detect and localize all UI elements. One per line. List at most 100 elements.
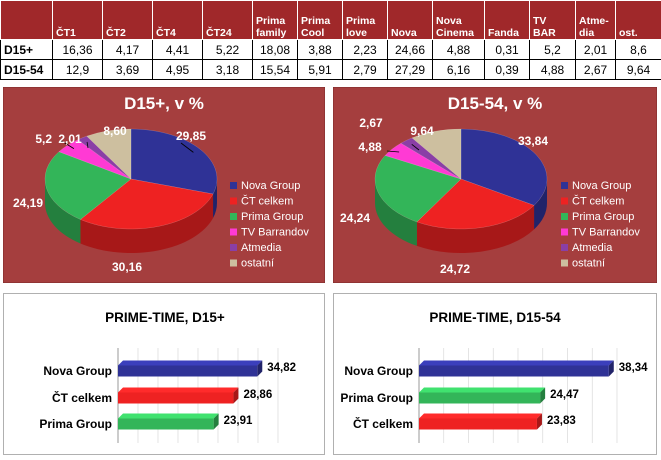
column-header: ČT4 bbox=[153, 1, 203, 40]
legend-entry: ostatní bbox=[241, 258, 274, 270]
table-cell: 3,88 bbox=[298, 40, 343, 60]
legend-entry: Prima Group bbox=[241, 211, 303, 223]
table-cell: 15,54 bbox=[253, 60, 298, 80]
legend-swatch bbox=[561, 182, 568, 189]
table-cell: 5,2 bbox=[530, 40, 576, 60]
chart-title: PRIME-TIME, D15-54 bbox=[429, 310, 561, 325]
legend-swatch bbox=[561, 198, 568, 205]
data-label: 9,64 bbox=[410, 124, 434, 138]
category-label: ČT celkem bbox=[353, 416, 413, 431]
table-cell: 3,69 bbox=[103, 60, 153, 80]
bar-chart-d1554: PRIME-TIME, D15-54 Nova Group 38,34 Prima G… bbox=[333, 293, 657, 455]
table-cell: 2,23 bbox=[343, 40, 388, 60]
legend-swatch bbox=[230, 244, 237, 251]
legend-entry: Nova Group bbox=[241, 180, 300, 192]
legend-entry: Atmedia bbox=[241, 242, 282, 254]
table-cell: 0,31 bbox=[485, 40, 530, 60]
legend-entry: ČT celkem bbox=[241, 195, 293, 208]
bar bbox=[419, 361, 614, 377]
legend-swatch bbox=[230, 213, 237, 220]
bar bbox=[118, 414, 219, 430]
legend-swatch bbox=[230, 182, 237, 189]
data-label: 8,60 bbox=[103, 124, 127, 138]
table-cell: 16,36 bbox=[53, 40, 103, 60]
column-header: ČT24 bbox=[203, 1, 253, 40]
chart-title: D15-54, v % bbox=[448, 94, 543, 113]
data-label: 24,24 bbox=[340, 211, 370, 225]
data-label: 4,88 bbox=[358, 140, 382, 154]
data-label: 2,67 bbox=[359, 116, 383, 130]
table-cell: 4,41 bbox=[153, 40, 203, 60]
legend-entry: ostatní bbox=[572, 258, 605, 270]
row-label: D15-54 bbox=[1, 60, 53, 80]
table-corner-cell bbox=[1, 1, 53, 40]
legend-swatch bbox=[561, 229, 568, 236]
table-cell: 5,91 bbox=[298, 60, 343, 80]
legend-entry: ČT celkem bbox=[572, 195, 624, 208]
table-cell: 27,29 bbox=[388, 60, 433, 80]
bar bbox=[419, 388, 545, 404]
legend-entry: Prima Group bbox=[572, 211, 634, 223]
data-label: 24,19 bbox=[13, 196, 43, 210]
data-label: 34,82 bbox=[267, 362, 296, 374]
row-label: D15+ bbox=[1, 40, 53, 60]
table-cell: 3,18 bbox=[203, 60, 253, 80]
table-cell: 12,9 bbox=[53, 60, 103, 80]
table-cell: 2,79 bbox=[343, 60, 388, 80]
column-header: Nova bbox=[388, 1, 433, 40]
legend-swatch bbox=[230, 260, 237, 267]
column-header: TV BAR bbox=[530, 1, 576, 40]
table-cell: 9,64 bbox=[616, 60, 661, 80]
pie-chart-d1554: D15-54, v %33,8424,7224,244,882,679,64No… bbox=[333, 87, 657, 283]
data-label: 30,16 bbox=[112, 260, 142, 274]
data-label: 24,72 bbox=[440, 262, 470, 276]
table-cell: 4,88 bbox=[433, 40, 485, 60]
legend-entry: Atmedia bbox=[572, 242, 613, 254]
bar-panel-d1554: PRIME-TIME, D15-54 Nova Group 38,34 Prima G… bbox=[333, 293, 657, 455]
category-label: Prima Group bbox=[340, 391, 413, 405]
data-label: 23,91 bbox=[224, 415, 253, 427]
data-label: 28,86 bbox=[243, 389, 272, 401]
table-cell: 24,66 bbox=[388, 40, 433, 60]
table-cell: 4,95 bbox=[153, 60, 203, 80]
data-label: 24,47 bbox=[550, 389, 579, 401]
column-header: Fanda bbox=[485, 1, 530, 40]
category-label: Nova Group bbox=[43, 364, 112, 378]
bar bbox=[419, 414, 542, 430]
table-cell: 2,01 bbox=[576, 40, 616, 60]
column-header: ČT1 bbox=[53, 1, 103, 40]
table-cell: 6,16 bbox=[433, 60, 485, 80]
column-header: Prima Cool bbox=[298, 1, 343, 40]
data-label: 23,83 bbox=[547, 415, 576, 427]
chart-title: D15+, v % bbox=[124, 94, 204, 113]
table-cell: 5,22 bbox=[203, 40, 253, 60]
legend-entry: TV Barrandov bbox=[572, 227, 640, 239]
legend-entry: TV Barrandov bbox=[241, 227, 309, 239]
data-label: 38,34 bbox=[619, 362, 648, 374]
category-label: Nova Group bbox=[344, 364, 413, 378]
legend-swatch bbox=[561, 260, 568, 267]
column-header: Prima love bbox=[343, 1, 388, 40]
data-label: 29,85 bbox=[176, 129, 206, 143]
data-label: 33,84 bbox=[518, 134, 548, 148]
table-cell: 8,6 bbox=[616, 40, 661, 60]
legend-swatch bbox=[230, 198, 237, 205]
table-cell: 0,39 bbox=[485, 60, 530, 80]
data-label: 2,01 bbox=[58, 132, 82, 146]
table-cell: 4,88 bbox=[530, 60, 576, 80]
column-header: ost. bbox=[616, 1, 661, 40]
legend-swatch bbox=[230, 229, 237, 236]
table-cell: 4,17 bbox=[103, 40, 153, 60]
column-header: Atme-dia bbox=[576, 1, 616, 40]
chart-title: PRIME-TIME, D15+ bbox=[105, 310, 225, 325]
